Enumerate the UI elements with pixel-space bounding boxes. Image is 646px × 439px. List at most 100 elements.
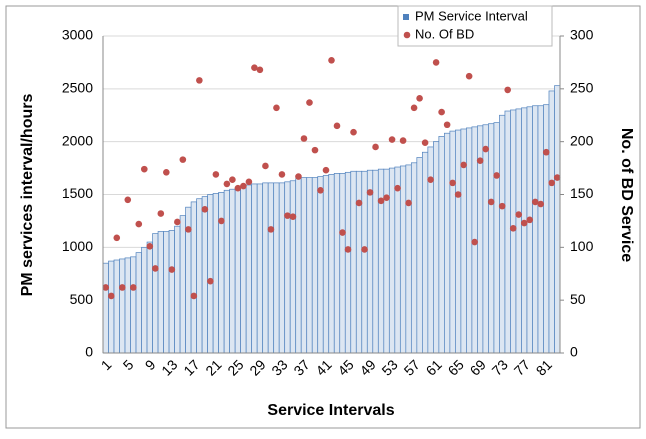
bar <box>163 231 170 354</box>
dot <box>328 57 335 64</box>
bar <box>289 180 297 354</box>
dot <box>449 179 456 187</box>
dot <box>526 216 534 224</box>
dot <box>218 217 225 225</box>
dot <box>394 184 401 192</box>
dot <box>493 172 500 179</box>
y-tick-label: 2500 <box>62 80 93 96</box>
x-tick-label: 21 <box>202 356 224 378</box>
bar <box>306 177 313 354</box>
dot <box>487 198 495 206</box>
dot <box>355 199 363 207</box>
bar <box>361 170 368 354</box>
bar <box>416 157 423 354</box>
dot <box>405 199 412 207</box>
dot <box>504 86 511 94</box>
dot <box>344 246 352 253</box>
bar <box>421 151 429 354</box>
dot <box>432 59 440 66</box>
bar <box>124 257 131 354</box>
bar <box>488 123 495 354</box>
x-tick-label: 9 <box>142 356 159 373</box>
dot <box>388 136 396 143</box>
bar <box>207 194 214 354</box>
dot <box>427 176 434 184</box>
bar <box>388 167 396 354</box>
bar <box>295 178 302 354</box>
bar <box>399 165 407 354</box>
x-tick-label: 73 <box>489 356 511 378</box>
dot <box>350 128 357 136</box>
bar <box>537 105 544 354</box>
dot <box>229 176 236 184</box>
x-tick-label: 29 <box>246 356 268 378</box>
dot <box>207 277 214 285</box>
bar <box>119 258 126 354</box>
x-tick-label: 33 <box>268 356 290 378</box>
bar <box>548 90 555 354</box>
bar <box>212 193 219 354</box>
bar <box>256 183 264 354</box>
dot <box>129 284 137 291</box>
x-tick-label: 37 <box>290 356 312 378</box>
dot <box>234 184 242 192</box>
y2-tick-label: 200 <box>570 132 594 148</box>
dot <box>212 171 220 178</box>
bar <box>532 105 539 354</box>
dot <box>410 104 418 112</box>
bar <box>521 107 528 354</box>
dot <box>383 194 390 201</box>
legend-box <box>397 5 553 47</box>
x-tick-label: 41 <box>312 356 334 378</box>
x-tick-label: 17 <box>180 356 202 378</box>
x-tick-label: 45 <box>334 356 356 378</box>
dot <box>421 139 429 147</box>
legend-swatch <box>403 31 411 39</box>
dot <box>295 173 302 180</box>
bar <box>322 175 330 354</box>
dot <box>278 171 286 178</box>
dot <box>113 234 121 242</box>
dot <box>471 238 478 246</box>
bar <box>240 185 247 354</box>
bar <box>168 230 175 354</box>
dot <box>273 104 280 112</box>
chart-frame <box>5 5 641 429</box>
dot <box>118 284 126 291</box>
bar <box>196 198 203 354</box>
bar <box>504 110 511 354</box>
bar <box>113 259 120 354</box>
bar <box>135 252 142 354</box>
dot <box>317 186 324 194</box>
bar <box>543 104 550 354</box>
dot <box>157 210 165 217</box>
dot <box>163 169 170 176</box>
bar <box>482 124 489 354</box>
dot <box>168 266 176 273</box>
dot <box>476 157 484 164</box>
x-tick-label: 81 <box>533 356 555 378</box>
bar <box>317 176 324 354</box>
y-tick-label: 1000 <box>62 238 93 254</box>
y-tick-label: 500 <box>70 291 94 307</box>
dot <box>152 265 159 272</box>
bar <box>223 189 230 354</box>
bar <box>201 196 208 354</box>
bar <box>328 174 335 354</box>
dot <box>542 148 550 156</box>
dot <box>135 220 143 228</box>
dot <box>223 180 231 188</box>
bar <box>284 181 291 354</box>
y-axis-label: PM services interval/hours <box>19 94 36 297</box>
y2-axis-label: No. of BD Service <box>618 128 635 262</box>
x-tick-label: 49 <box>356 356 378 378</box>
x-tick-label: 53 <box>378 356 400 378</box>
bar <box>444 132 451 354</box>
bar <box>267 182 275 354</box>
bar <box>515 108 522 354</box>
bar <box>405 164 412 354</box>
dot <box>289 213 297 220</box>
x-tick-label: 57 <box>401 356 423 378</box>
dot <box>553 174 561 181</box>
